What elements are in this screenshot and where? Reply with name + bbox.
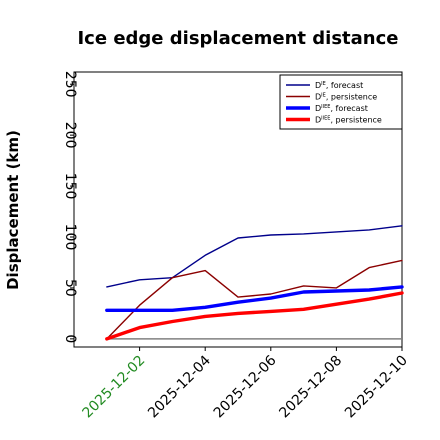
legend-label-2: DIE, persistence <box>315 93 377 102</box>
series-line-3 <box>105 285 404 312</box>
series-line-1 <box>106 225 403 288</box>
chart-title: Ice edge displacement distance <box>77 28 398 49</box>
legend-label-1: DIE, forecast <box>315 81 363 90</box>
series-line-4 <box>105 291 404 341</box>
legend-label-4: DIIEE, persistence <box>315 116 382 125</box>
x-tick-label-2025-12-10: 2025-12-10 <box>342 353 411 422</box>
x-tick-label-2025-12-04: 2025-12-04 <box>145 352 214 421</box>
y-axis-ticks: 0 50 100 150 200 250 <box>62 71 78 343</box>
y-tick-label-100: 100 <box>62 224 78 251</box>
y-tick-label-150: 150 <box>62 173 78 200</box>
y-tick-label-50: 50 <box>62 279 78 297</box>
y-tick-label-200: 200 <box>62 122 78 149</box>
series-line-2 <box>106 259 403 340</box>
plot-area <box>73 71 404 348</box>
x-tick-label-2025-12-08: 2025-12-08 <box>276 353 345 422</box>
y-axis-label: Displacement (km) <box>4 130 22 290</box>
y-tick-label-250: 250 <box>62 71 78 98</box>
legend: DIE, forecast DIE, persistence DIIEE, fore… <box>279 74 403 130</box>
x-axis-ticks: 2025-12-022025-12-042025-12-062025-12-08… <box>80 347 411 421</box>
plot-frame <box>73 71 403 348</box>
x-tick-label-2025-12-06: 2025-12-06 <box>211 352 280 421</box>
y-tick-label-0: 0 <box>62 334 78 343</box>
legend-label-3: DIIEE, forecast <box>315 104 368 113</box>
x-tick-label-2025-12-02: 2025-12-02 <box>80 353 149 422</box>
